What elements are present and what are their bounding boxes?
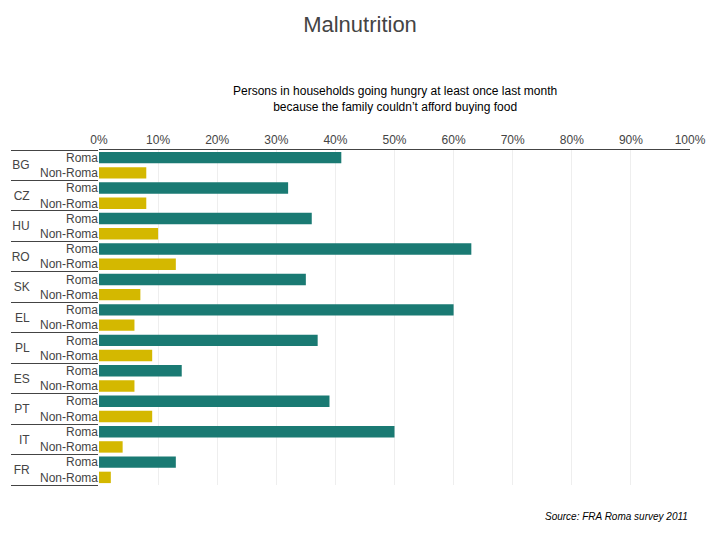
svg-text:30%: 30%: [264, 133, 288, 147]
svg-text:Non-Roma: Non-Roma: [40, 227, 98, 241]
svg-text:Roma: Roma: [66, 212, 98, 226]
svg-text:80%: 80%: [560, 133, 584, 147]
svg-text:Roma: Roma: [66, 242, 98, 256]
svg-text:Malnutrition: Malnutrition: [303, 12, 417, 37]
svg-text:Non-Roma: Non-Roma: [40, 166, 98, 180]
svg-text:0%: 0%: [90, 133, 108, 147]
svg-text:Roma: Roma: [66, 394, 98, 408]
svg-text:70%: 70%: [501, 133, 525, 147]
svg-text:Non-Roma: Non-Roma: [40, 471, 98, 485]
svg-text:Non-Roma: Non-Roma: [40, 410, 98, 424]
svg-text:Roma: Roma: [66, 181, 98, 195]
svg-text:50%: 50%: [382, 133, 406, 147]
svg-text:Non-Roma: Non-Roma: [40, 440, 98, 454]
svg-text:IT: IT: [19, 433, 30, 447]
svg-text:RO: RO: [12, 250, 30, 264]
svg-text:Non-Roma: Non-Roma: [40, 318, 98, 332]
svg-text:90%: 90%: [619, 133, 643, 147]
svg-text:Roma: Roma: [66, 334, 98, 348]
svg-text:CZ: CZ: [14, 189, 30, 203]
svg-text:Non-Roma: Non-Roma: [40, 349, 98, 363]
svg-text:Roma: Roma: [66, 425, 98, 439]
svg-text:Roma: Roma: [66, 151, 98, 165]
svg-text:PT: PT: [14, 402, 30, 416]
svg-text:Source: FRA Roma survey 2011: Source: FRA Roma survey 2011: [545, 511, 688, 522]
svg-text:Non-Roma: Non-Roma: [40, 288, 98, 302]
svg-text:Roma: Roma: [66, 273, 98, 287]
svg-text:Non-Roma: Non-Roma: [40, 379, 98, 393]
svg-text:40%: 40%: [323, 133, 347, 147]
svg-text:Roma: Roma: [66, 364, 98, 378]
svg-text:100%: 100%: [675, 133, 706, 147]
svg-text:20%: 20%: [205, 133, 229, 147]
svg-text:EL: EL: [15, 311, 30, 325]
svg-text:FR: FR: [14, 463, 30, 477]
svg-text:SK: SK: [14, 280, 30, 294]
svg-text:Non-Roma: Non-Roma: [40, 257, 98, 271]
svg-text:ES: ES: [14, 372, 30, 386]
svg-text:Persons in households going hu: Persons in households going hungry at le…: [233, 84, 557, 114]
svg-text:HU: HU: [12, 219, 29, 233]
svg-text:Roma: Roma: [66, 303, 98, 317]
svg-text:10%: 10%: [146, 133, 170, 147]
svg-text:60%: 60%: [442, 133, 466, 147]
svg-text:BG: BG: [12, 158, 29, 172]
svg-text:Non-Roma: Non-Roma: [40, 197, 98, 211]
svg-text:PL: PL: [15, 341, 30, 355]
svg-text:Roma: Roma: [66, 455, 98, 469]
